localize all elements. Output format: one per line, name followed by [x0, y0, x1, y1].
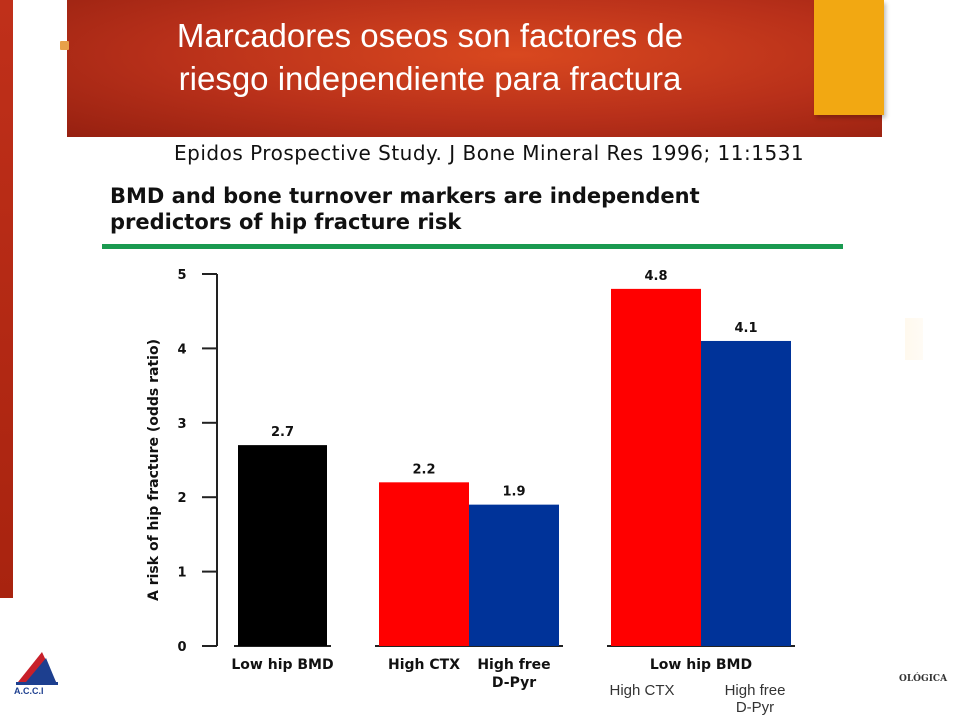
y-tick-label: 2: [177, 491, 186, 506]
y-tick-label: 1: [177, 566, 186, 581]
sublabel-high-free-dpyr: High free D-Pyr: [710, 682, 800, 716]
bar-value-label: 2.7: [271, 425, 294, 440]
slide-title: Marcadores oseos son factores de riesgo …: [80, 14, 780, 100]
y-tick-label: 5: [177, 268, 186, 283]
sublabel-high-ctx: High CTX: [604, 682, 680, 699]
bar: [379, 482, 469, 646]
background-watermark: [905, 318, 923, 360]
sublabel-dpyr-text: D-Pyr: [735, 699, 775, 716]
category-label: High CTX: [388, 657, 460, 673]
bar: [611, 288, 701, 646]
citation: Epidos Prospective Study. J Bone Mineral…: [174, 141, 805, 165]
acci-logo-text: A.C.C.I: [14, 686, 44, 696]
group-label: Low hip BMD: [231, 657, 333, 673]
title-bullet: [60, 41, 69, 50]
chart-title-line-2: predictors of hip fracture risk: [110, 210, 462, 234]
y-axis-label: A risk of hip fracture (odds ratio): [146, 339, 162, 601]
acci-logo-icon: [16, 652, 58, 685]
slide-title-line-1: Marcadores oseos son factores de: [176, 17, 684, 54]
bar-value-label: 4.1: [734, 321, 757, 336]
logo-right-text: OLÓGICA: [899, 674, 948, 684]
bar-value-label: 1.9: [502, 485, 525, 500]
category-label: High free: [477, 657, 550, 673]
group-label: Low hip BMD: [650, 657, 752, 673]
slide-title-line-2: riesgo independiente para fractura: [178, 60, 682, 97]
chart-title-line-1: BMD and bone turnover markers are indepe…: [110, 184, 700, 208]
y-tick-label: 4: [177, 342, 186, 357]
chart-title: BMD and bone turnover markers are indepe…: [110, 183, 810, 235]
bar-value-label: 4.8: [644, 269, 667, 284]
sublabel-high-free-text: High free: [724, 682, 786, 699]
y-tick-label: 3: [177, 417, 186, 432]
left-accent-bar: [0, 0, 13, 598]
accent-square: [814, 0, 884, 115]
bar-value-label: 2.2: [412, 462, 435, 477]
bar: [469, 504, 559, 646]
chart-title-rule: [102, 244, 843, 249]
bar: [701, 340, 791, 646]
sublabel-high-ctx-text: High CTX: [609, 682, 675, 699]
y-tick-label: 0: [177, 640, 186, 655]
bar: [238, 445, 327, 646]
title-band: [67, 0, 882, 137]
category-label: D-Pyr: [492, 675, 536, 691]
